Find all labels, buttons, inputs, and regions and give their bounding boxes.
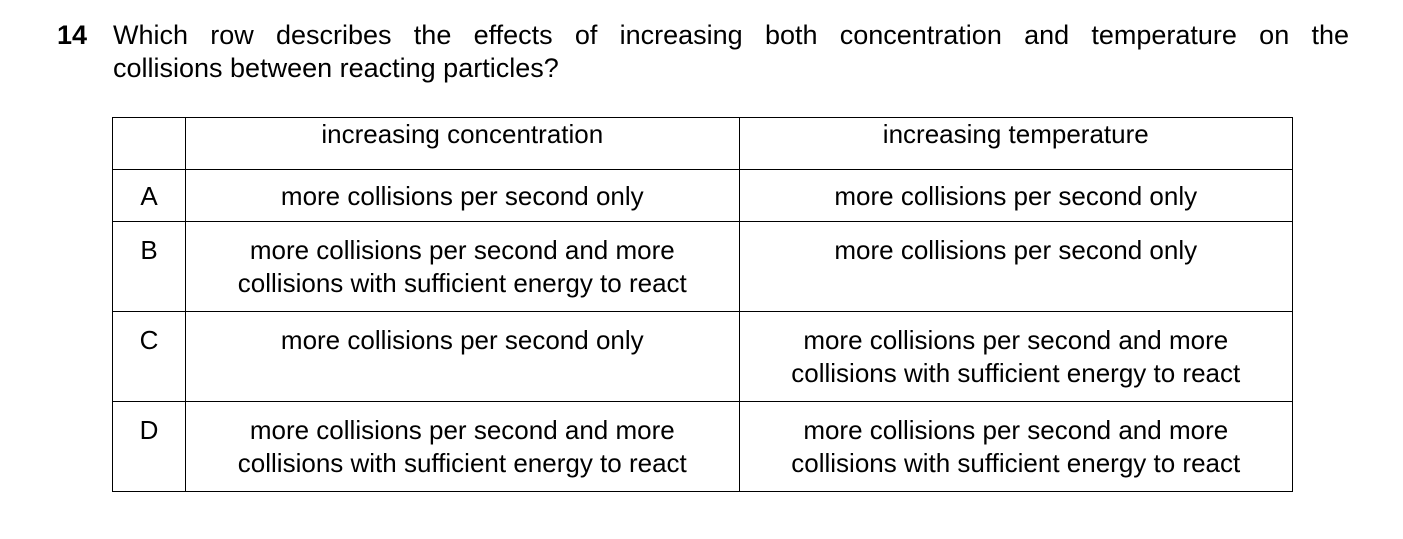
row-d-concentration: more collisions per second and more coll… [185,401,740,492]
row-letter-a: A [111,169,187,222]
row-c-temperature: more collisions per second and more coll… [738,311,1294,402]
cell-text: more collisions per second only [280,181,644,211]
answer-options-table: increasing concentration increasing temp… [111,117,1294,492]
cell-text: more collisions per second and more [803,325,1229,355]
cell-text: collisions with sufficient energy to rea… [791,448,1241,478]
header-letter-cell [111,117,187,170]
row-b-concentration: more collisions per second and more coll… [185,221,740,312]
question-number: 14 [57,20,88,50]
cell-text: more collisions per second only [834,181,1198,211]
cell-text: more collisions per second and more [249,415,675,445]
cell-text: collisions with sufficient energy to rea… [237,448,687,478]
cell-text: more collisions per second and more [249,235,675,265]
row-letter-b: B [111,221,187,312]
table-row-a: A more collisions per second only more c… [111,169,1294,222]
question-text: Which row describes the effects of incre… [113,19,1349,85]
cell-text: more collisions per second and more [803,415,1229,445]
table-header-row: increasing concentration increasing temp… [111,117,1294,170]
header-concentration: increasing concentration [185,117,740,170]
row-a-temperature: more collisions per second only [738,169,1294,222]
cell-text: collisions with sufficient energy to rea… [237,268,687,298]
question-text-line-2: collisions between reacting particles? [113,53,559,83]
header-temperature: increasing temperature [738,117,1294,170]
row-c-concentration: more collisions per second only [185,311,740,402]
table-row-c: C more collisions per second only more c… [111,311,1294,402]
row-a-concentration: more collisions per second only [185,169,740,222]
question-text-line-1: Which row describes the effects of incre… [113,20,1349,50]
row-letter-c: C [111,311,187,402]
table-row-b: B more collisions per second and more co… [111,221,1294,312]
table-row-d: D more collisions per second and more co… [111,401,1294,492]
cell-text: collisions with sufficient energy to rea… [791,358,1241,388]
row-letter-d: D [111,401,187,492]
cell-text: more collisions per second only [280,325,644,355]
cell-text: more collisions per second only [834,235,1198,265]
row-d-temperature: more collisions per second and more coll… [738,401,1294,492]
row-b-temperature: more collisions per second only [738,221,1294,312]
